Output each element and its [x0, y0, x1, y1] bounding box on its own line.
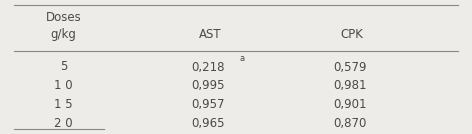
Text: 0,995: 0,995 [191, 79, 225, 92]
Text: 0,957: 0,957 [191, 98, 225, 111]
Text: 0,981: 0,981 [333, 79, 366, 92]
Text: 1 0: 1 0 [54, 79, 73, 92]
Text: 0,579: 0,579 [333, 60, 366, 74]
Text: 0,218: 0,218 [191, 60, 225, 74]
Text: AST: AST [199, 28, 221, 41]
Text: 2 0: 2 0 [54, 117, 73, 130]
Text: 0,965: 0,965 [191, 117, 225, 130]
Text: 0,870: 0,870 [333, 117, 366, 130]
Text: a: a [239, 54, 244, 64]
Text: g/kg: g/kg [51, 28, 76, 41]
Text: Doses: Doses [46, 11, 82, 24]
Text: CPK: CPK [340, 28, 363, 41]
Text: 1 5: 1 5 [54, 98, 73, 111]
Text: 5: 5 [60, 60, 67, 74]
Text: 0,901: 0,901 [333, 98, 366, 111]
